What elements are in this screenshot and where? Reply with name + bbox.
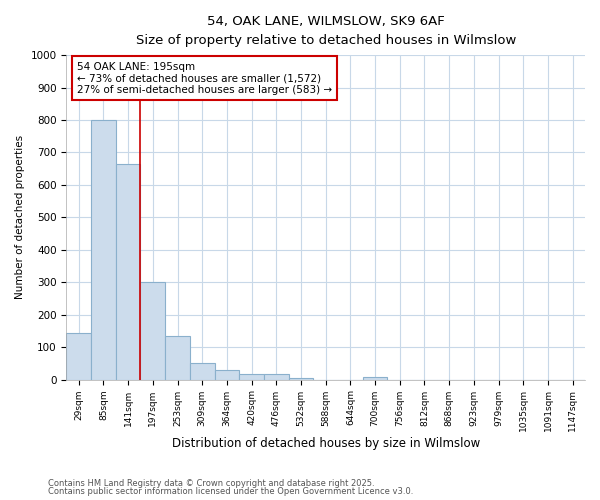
Bar — [239, 374, 264, 380]
Bar — [215, 370, 239, 380]
Y-axis label: Number of detached properties: Number of detached properties — [15, 136, 25, 300]
Bar — [91, 120, 116, 380]
Bar — [67, 333, 91, 380]
Text: Contains public sector information licensed under the Open Government Licence v3: Contains public sector information licen… — [48, 487, 413, 496]
Text: 54 OAK LANE: 195sqm
← 73% of detached houses are smaller (1,572)
27% of semi-det: 54 OAK LANE: 195sqm ← 73% of detached ho… — [77, 62, 332, 95]
Bar — [140, 282, 165, 380]
Bar — [264, 374, 289, 380]
Text: Contains HM Land Registry data © Crown copyright and database right 2025.: Contains HM Land Registry data © Crown c… — [48, 478, 374, 488]
Bar — [363, 377, 388, 380]
Bar — [116, 164, 140, 380]
Bar — [165, 336, 190, 380]
Bar — [190, 362, 215, 380]
X-axis label: Distribution of detached houses by size in Wilmslow: Distribution of detached houses by size … — [172, 437, 480, 450]
Bar — [289, 378, 313, 380]
Title: 54, OAK LANE, WILMSLOW, SK9 6AF
Size of property relative to detached houses in : 54, OAK LANE, WILMSLOW, SK9 6AF Size of … — [136, 15, 516, 47]
